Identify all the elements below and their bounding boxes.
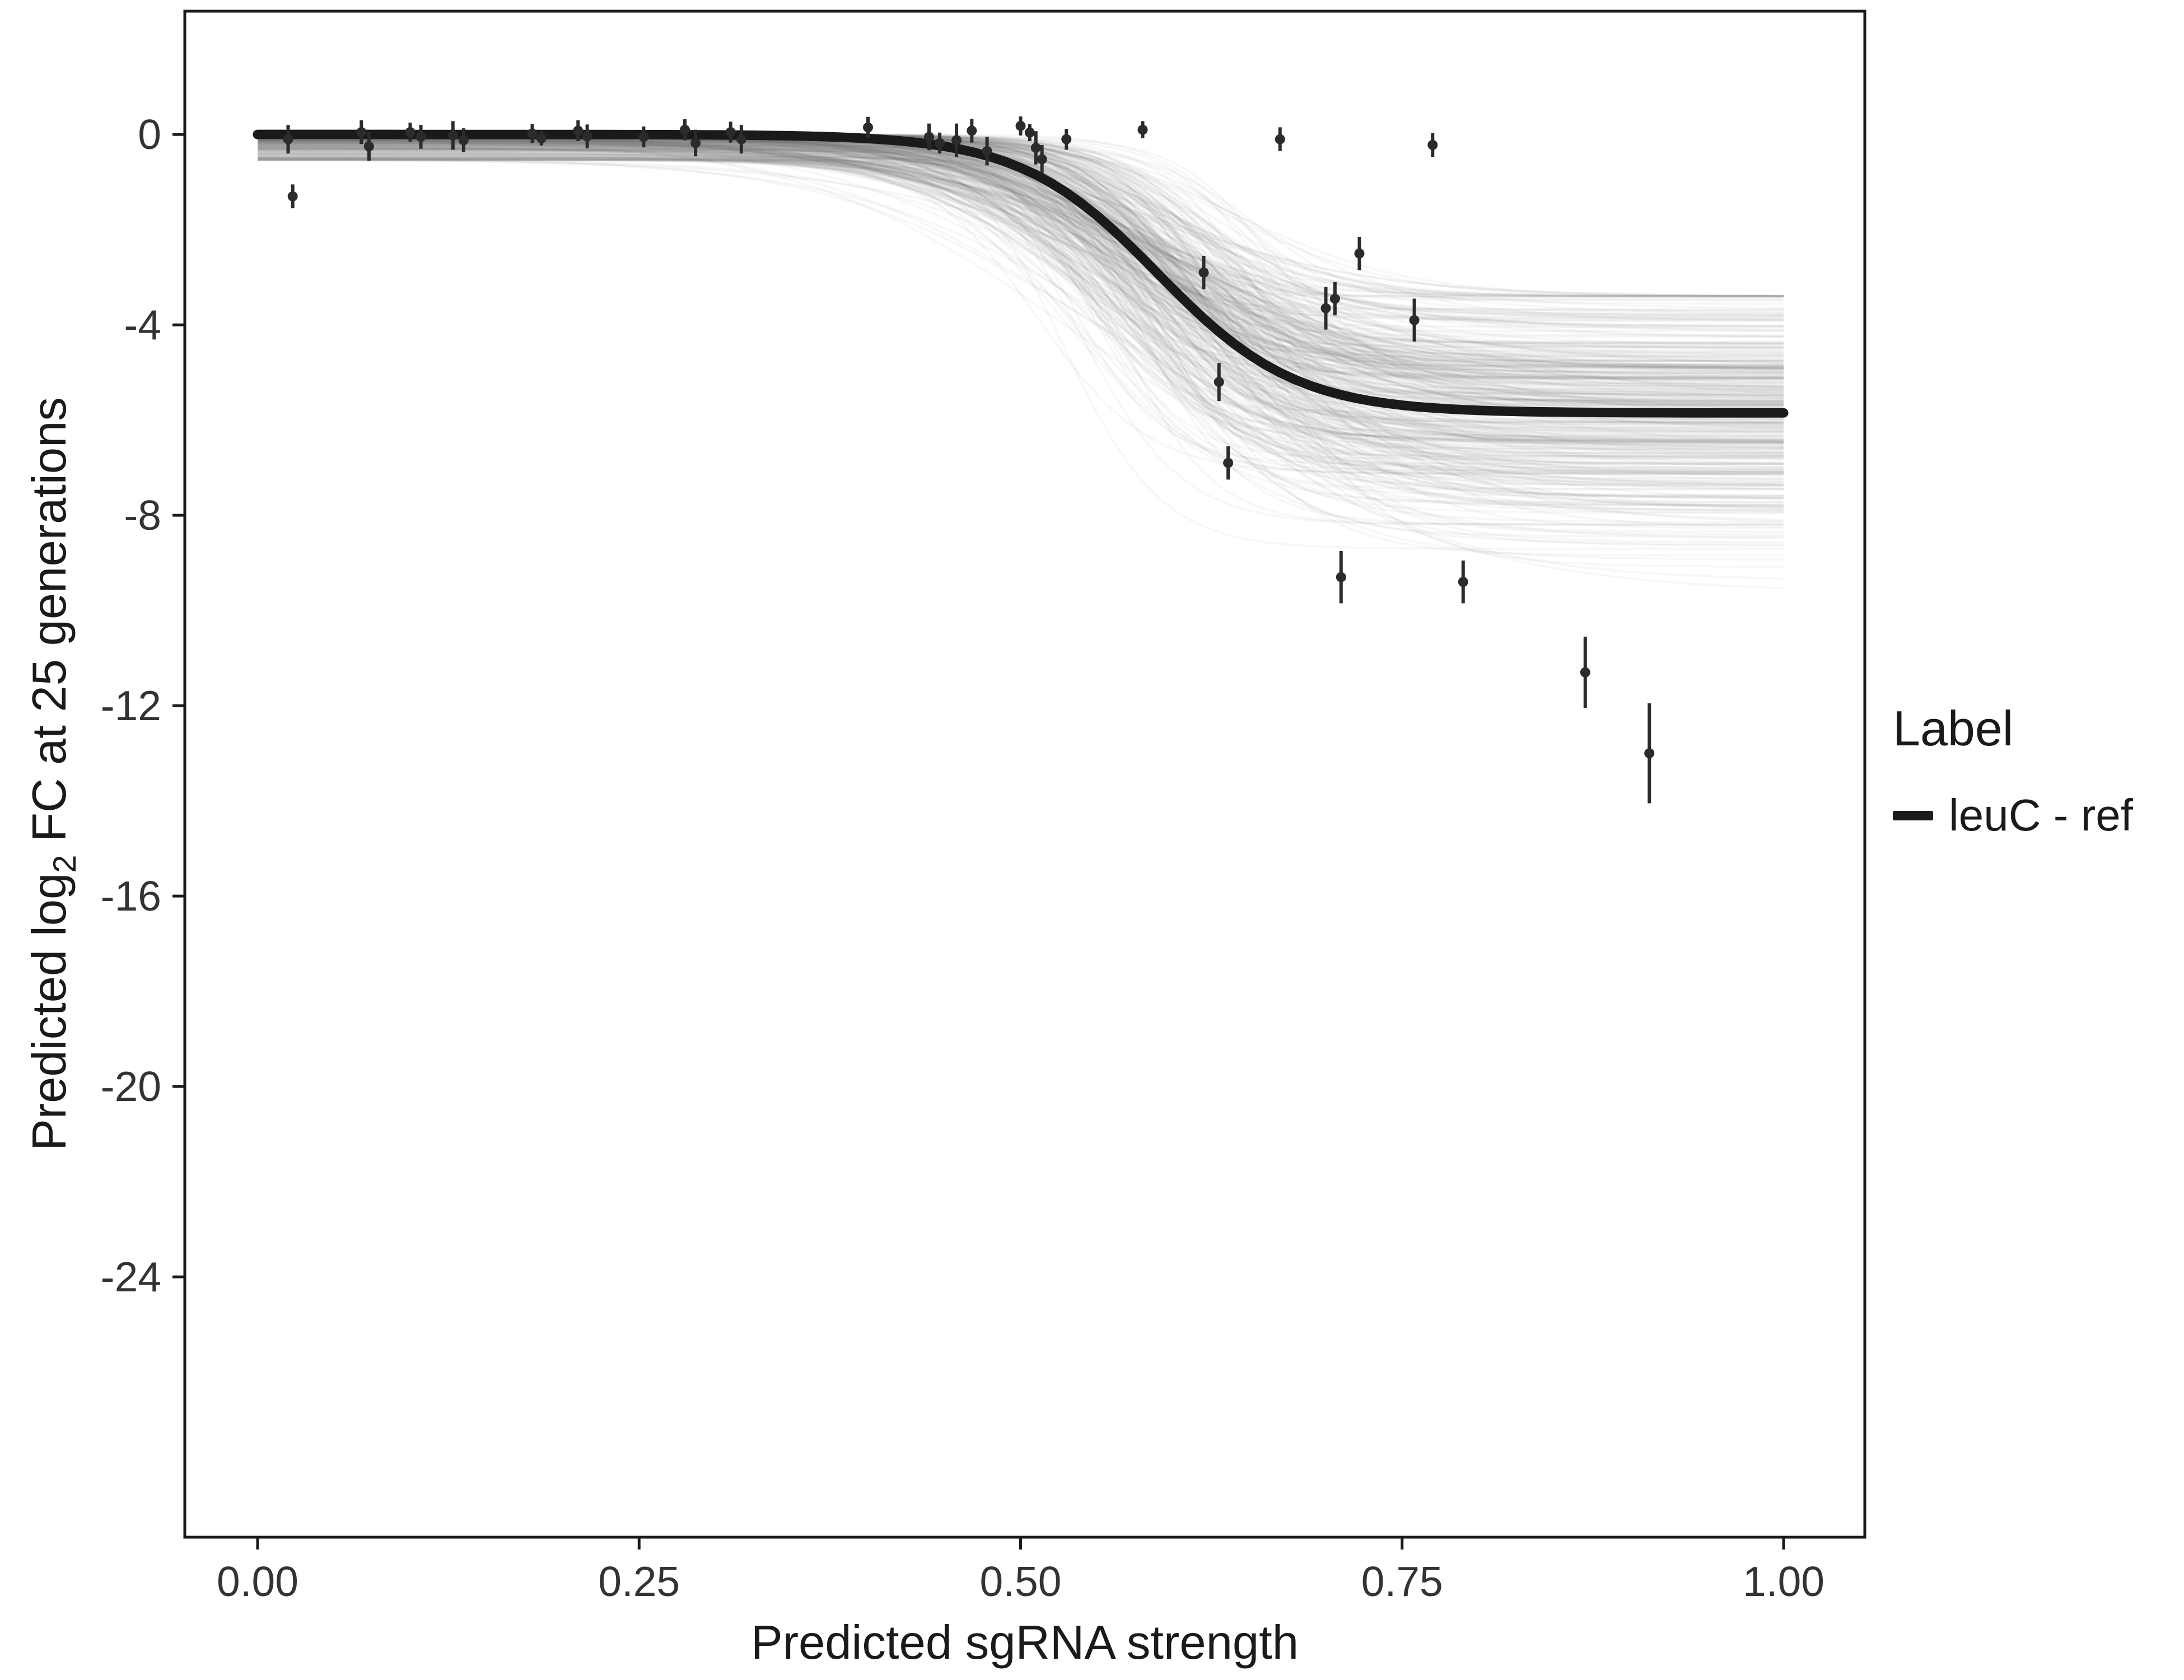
- x-axis: 0.00 0.25 0.50 0.75 1.00: [217, 1537, 1824, 1605]
- svg-text:-20: -20: [101, 1063, 161, 1110]
- svg-text:-12: -12: [101, 682, 161, 729]
- y-axis-title-subscript: 2: [47, 855, 83, 873]
- legend: Label leuC - ref: [1893, 700, 2133, 841]
- svg-text:-16: -16: [101, 872, 161, 920]
- legend-item: leuC - ref: [1893, 790, 2133, 841]
- legend-item-label: leuC - ref: [1949, 790, 2133, 840]
- y-axis-title-post: FC at 25 generations: [23, 397, 76, 855]
- y-axis: 0 -4 -8 -12 -16 -20 -24: [101, 111, 185, 1300]
- svg-text:0.00: 0.00: [217, 1558, 298, 1605]
- svg-text:1.00: 1.00: [1743, 1558, 1824, 1605]
- y-axis-title: Predicted log2 FC at 25 generations: [22, 397, 83, 1151]
- fit-curve: [253, 129, 1789, 418]
- svg-text:0: 0: [138, 111, 161, 158]
- svg-text:0.75: 0.75: [1361, 1558, 1443, 1605]
- ensemble-curves: [257, 133, 1784, 590]
- legend-title: Label: [1893, 701, 2014, 756]
- y-axis-title-pre: Predicted log: [23, 872, 76, 1151]
- svg-text:0.25: 0.25: [598, 1558, 680, 1605]
- svg-text:-4: -4: [124, 301, 161, 348]
- data-points: [283, 116, 1655, 804]
- svg-text:-24: -24: [101, 1253, 161, 1300]
- svg-text:-8: -8: [124, 492, 161, 539]
- legend-key-line-icon: [1893, 810, 1933, 820]
- x-axis-title: Predicted sgRNA strength: [751, 1616, 1299, 1669]
- svg-text:0.50: 0.50: [980, 1558, 1062, 1605]
- panel-border: [183, 10, 1866, 1539]
